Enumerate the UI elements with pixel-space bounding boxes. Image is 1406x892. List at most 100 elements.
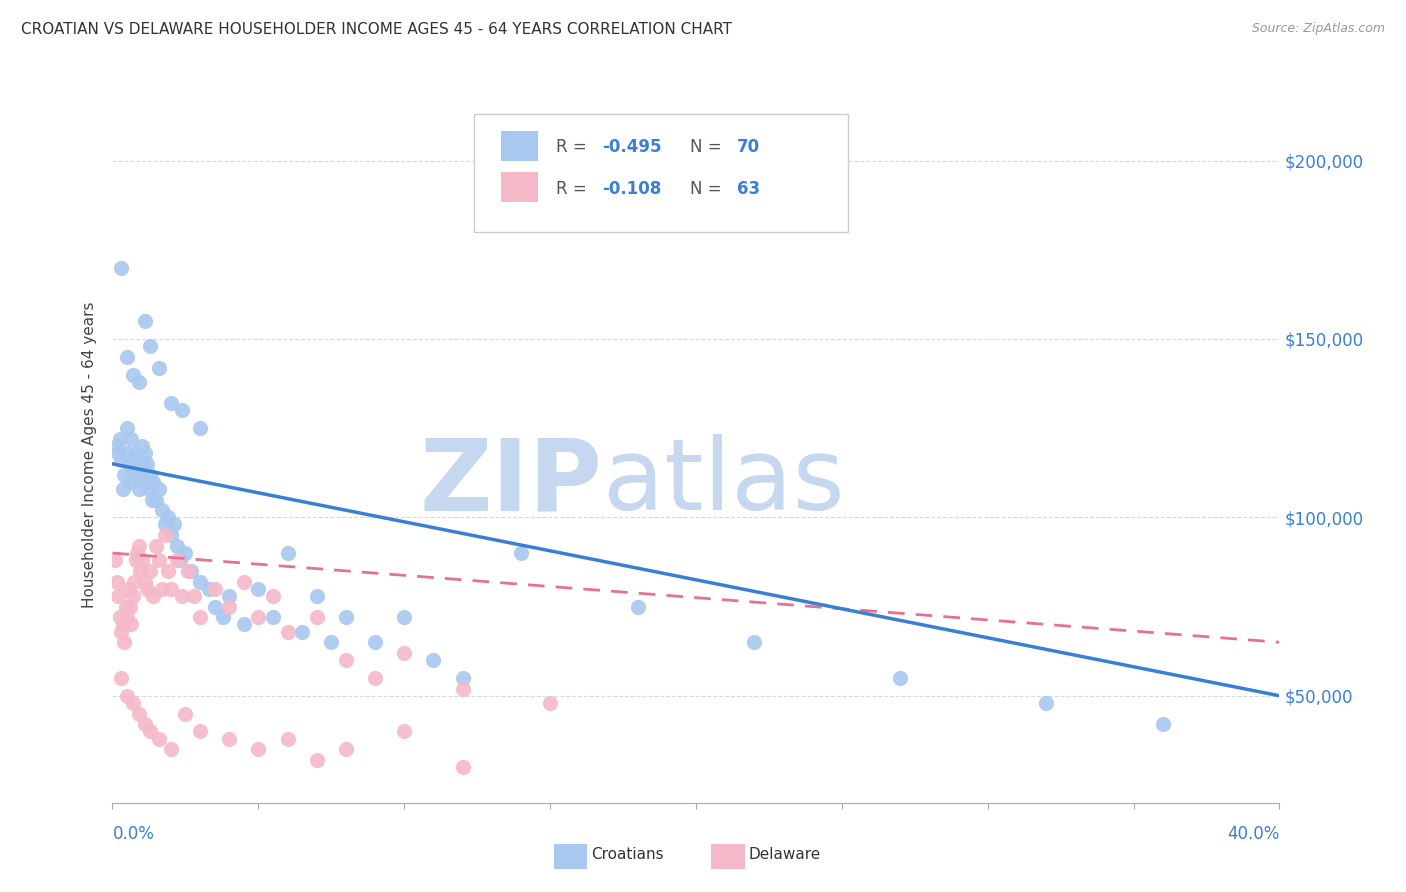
Point [145, 539, 167, 553]
Point [117, 582, 139, 596]
Point [509, 546, 531, 560]
Point [392, 610, 416, 624]
FancyBboxPatch shape [474, 114, 848, 232]
Point [110, 260, 132, 275]
Point [142, 589, 165, 603]
Point [305, 589, 328, 603]
Point [138, 482, 160, 496]
Point [160, 582, 183, 596]
Point [110, 624, 132, 639]
Point [276, 624, 298, 639]
Point [111, 482, 134, 496]
Point [262, 610, 284, 624]
Point [218, 731, 240, 746]
Text: N =: N = [690, 180, 727, 198]
Point [120, 432, 142, 446]
Point [183, 589, 205, 603]
Point [392, 724, 416, 739]
Point [188, 574, 211, 589]
Point [107, 446, 129, 460]
Point [451, 760, 474, 774]
Point [321, 635, 343, 649]
Point [153, 528, 176, 542]
Point [128, 539, 150, 553]
Point [118, 599, 141, 614]
Point [538, 696, 561, 710]
Point [188, 610, 211, 624]
Point [111, 617, 134, 632]
Point [335, 742, 357, 756]
Point [218, 599, 240, 614]
Point [156, 564, 179, 578]
Point [136, 582, 159, 596]
Point [204, 582, 226, 596]
Point [128, 706, 150, 721]
Point [141, 492, 163, 507]
Point [247, 582, 270, 596]
Point [134, 717, 156, 731]
Text: ZIP: ZIP [420, 434, 603, 532]
Point [160, 528, 183, 542]
Point [197, 582, 219, 596]
Point [364, 635, 387, 649]
Point [212, 610, 235, 624]
Point [131, 553, 153, 567]
Point [120, 617, 142, 632]
Text: -0.495: -0.495 [603, 138, 662, 156]
Point [139, 467, 162, 482]
Point [105, 439, 128, 453]
Point [166, 539, 188, 553]
Text: R =: R = [555, 138, 592, 156]
Text: CROATIAN VS DELAWARE HOUSEHOLDER INCOME AGES 45 - 64 YEARS CORRELATION CHART: CROATIAN VS DELAWARE HOUSEHOLDER INCOME … [21, 22, 733, 37]
Point [128, 375, 150, 389]
Point [160, 396, 183, 410]
Point [148, 482, 170, 496]
Point [148, 731, 170, 746]
Point [150, 582, 173, 596]
Point [422, 653, 444, 667]
Point [129, 467, 152, 482]
FancyBboxPatch shape [554, 844, 588, 869]
Text: Delaware: Delaware [748, 847, 821, 863]
Point [232, 617, 254, 632]
FancyBboxPatch shape [501, 172, 538, 202]
Point [104, 553, 127, 567]
Point [139, 724, 162, 739]
Point [177, 564, 200, 578]
Point [128, 482, 150, 496]
Point [276, 546, 298, 560]
Point [156, 510, 179, 524]
Text: 40.0%: 40.0% [1227, 825, 1279, 843]
Text: Croatians: Croatians [591, 847, 664, 863]
Text: 0.0%: 0.0% [112, 825, 155, 843]
Point [174, 706, 197, 721]
Point [145, 492, 167, 507]
Point [148, 553, 170, 567]
Point [110, 453, 132, 467]
Point [134, 574, 156, 589]
Point [232, 574, 254, 589]
Point [204, 599, 226, 614]
Point [134, 446, 156, 460]
Point [139, 564, 162, 578]
Text: atlas: atlas [603, 434, 844, 532]
Point [107, 589, 129, 603]
Point [742, 635, 765, 649]
Text: -0.108: -0.108 [603, 180, 662, 198]
Point [169, 553, 191, 567]
Point [124, 574, 146, 589]
Point [115, 610, 138, 624]
Text: R =: R = [555, 180, 592, 198]
Point [153, 517, 176, 532]
Point [247, 742, 270, 756]
Point [1035, 696, 1057, 710]
Point [305, 753, 328, 767]
Point [108, 610, 131, 624]
Point [150, 503, 173, 517]
Point [134, 314, 156, 328]
FancyBboxPatch shape [711, 844, 745, 869]
Point [626, 599, 648, 614]
Point [172, 589, 194, 603]
Point [218, 589, 240, 603]
Point [163, 517, 186, 532]
